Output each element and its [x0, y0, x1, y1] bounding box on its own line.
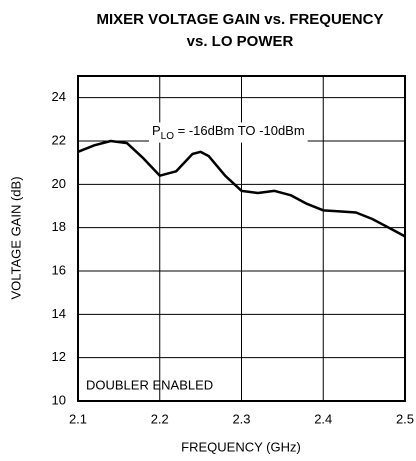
- y-axis-label: VOLTAGE GAIN (dB): [8, 176, 23, 299]
- y-tick-label: 16: [52, 262, 66, 277]
- plot-area: 10 12 14 16 18 20 22 24 2.1 2.2 2.3 2.4 2.5: [52, 75, 414, 426]
- x-tick-label: 2.1: [69, 411, 87, 426]
- annotation-part: P: [152, 123, 161, 138]
- x-tick-label: 2.5: [396, 411, 414, 426]
- x-tick-label: 2.2: [151, 411, 169, 426]
- x-axis-label: FREQUENCY (GHz): [181, 439, 301, 454]
- y-tick-label: 18: [52, 219, 66, 234]
- annotation: PLO = -16dBm TO -10dBm: [152, 123, 305, 141]
- data-line: [77, 139, 406, 238]
- y-tick-label: 14: [52, 306, 66, 321]
- plot-frame: [77, 75, 406, 402]
- annotation-part: = -16dBm TO -10dBm: [174, 123, 305, 138]
- chart-title: MIXER VOLTAGE GAIN vs. FREQUENCY: [97, 11, 384, 28]
- x-tick-label: 2.4: [314, 411, 332, 426]
- y-tick-label: 12: [52, 349, 66, 364]
- y-tick-label: 20: [52, 176, 66, 191]
- y-tick-label: 24: [52, 89, 66, 104]
- y-tick-label: 10: [52, 392, 66, 407]
- y-tick-label: 22: [52, 132, 66, 147]
- annotation: DOUBLER ENABLED: [86, 377, 213, 392]
- x-tick-label: 2.3: [232, 411, 250, 426]
- annotation-background: [149, 122, 308, 143]
- annotation-subscript: LO: [161, 131, 175, 142]
- chart-title: vs. LO POWER: [187, 33, 294, 50]
